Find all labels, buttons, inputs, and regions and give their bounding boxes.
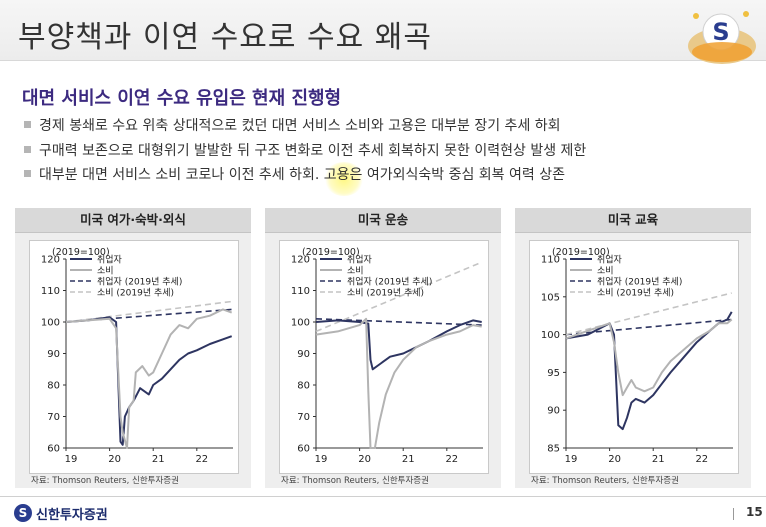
- legend-label: 취업자: [97, 255, 123, 266]
- chart-title: 미국 여가·숙박·외식: [15, 208, 251, 233]
- y-tick-label: 100: [41, 318, 60, 329]
- y-tick-label: 70: [297, 412, 310, 423]
- series-line: [65, 308, 233, 449]
- y-tick-label: 120: [291, 255, 310, 266]
- series-line: [65, 308, 232, 323]
- x-tick-label: 21: [402, 454, 415, 465]
- legend-label: 취업자 (2019년 추세): [597, 277, 682, 288]
- bullet-square-icon: [24, 170, 31, 177]
- unit-label: (2019=100): [52, 247, 110, 258]
- bullet-item: 경제 봉쇄로 수요 위축 상대적으로 컸던 대면 서비스 소비와 고용은 대부분…: [24, 114, 586, 139]
- chart-panel-leisure: 미국 여가·숙박·외식 60 70 80 90 100 110 120 19 20 21 22 (20…: [15, 208, 251, 488]
- footer-divider: [0, 496, 766, 497]
- legend-label: 소비 (2019년 추세): [597, 288, 674, 299]
- x-tick-label: 22: [445, 454, 458, 465]
- y-tick-label: 100: [291, 318, 310, 329]
- chart-panel-education: 미국 교육 85 90 95 100 105 110 19 20 21 22 (2019=100) 취…: [515, 208, 751, 488]
- unit-label: (2019=100): [552, 247, 610, 258]
- legend-label: 소비 (2019년 추세): [97, 288, 174, 299]
- x-tick-label: 19: [315, 454, 328, 465]
- chart-source: 자료: Thomson Reuters, 신한투자증권: [31, 476, 179, 486]
- legend-label: 취업자: [597, 255, 623, 266]
- y-tick-label: 60: [47, 444, 60, 455]
- page-number-divider: [733, 508, 734, 520]
- section-subtitle: 대면 서비스 이연 수요 유입은 현재 진행형: [22, 88, 342, 109]
- x-tick-label: 20: [608, 454, 621, 465]
- legend-label: 소비: [347, 266, 364, 277]
- series-line: [565, 318, 733, 397]
- legend-label: 소비: [97, 266, 114, 277]
- legend-label: 취업자 (2019년 추세): [97, 277, 182, 288]
- y-tick-label: 85: [547, 444, 560, 455]
- y-tick-label: 90: [297, 349, 310, 360]
- legend-label: 소비 (2019년 추세): [347, 288, 424, 299]
- x-tick-label: 21: [152, 454, 165, 465]
- y-tick-label: 90: [547, 406, 560, 417]
- y-tick-label: 110: [291, 286, 310, 297]
- page-number: 15: [746, 505, 763, 519]
- legend-label: 취업자: [347, 255, 373, 266]
- y-tick-label: 110: [41, 286, 60, 297]
- bullet-square-icon: [24, 145, 31, 153]
- page-title: 부양책과 이연 수요로 수요 왜곡: [18, 20, 432, 55]
- x-tick-label: 19: [65, 454, 78, 465]
- y-tick-label: 80: [297, 381, 310, 392]
- bullet-text: 경제 봉쇄로 수요 위축 상대적으로 컸던 대면 서비스 소비와 고용은 대부분…: [39, 118, 561, 134]
- y-tick-label: 70: [47, 412, 60, 423]
- bullet-list: 경제 봉쇄로 수요 위축 상대적으로 컸던 대면 서비스 소비와 고용은 대부분…: [24, 114, 586, 188]
- x-tick-label: 22: [695, 454, 708, 465]
- x-tick-label: 21: [652, 454, 665, 465]
- y-tick-label: 95: [547, 368, 560, 379]
- y-tick-label: 105: [541, 292, 560, 303]
- chart-title: 미국 교육: [515, 208, 751, 233]
- y-tick-label: 60: [297, 444, 310, 455]
- legend-label: 소비: [597, 266, 614, 277]
- bullet-square-icon: [24, 121, 31, 128]
- mascot-icon: S: [688, 11, 756, 64]
- bullet-text: 구매력 보존으로 대형위기 발발한 뒤 구조 변화로 이전 추세 회복하지 못한…: [39, 142, 587, 159]
- chart-area: 60 70 80 90 100 110 120 19 20 21 22 (2019=100) 취업자 소비…: [29, 240, 239, 474]
- x-tick-label: 19: [565, 454, 578, 465]
- y-tick-label: 80: [47, 381, 60, 392]
- series-line: [565, 318, 732, 336]
- logo-mark-icon: S: [14, 504, 32, 522]
- chart-title: 미국 운송: [265, 208, 501, 233]
- series-line: [315, 318, 482, 326]
- chart-area: 85 90 95 100 105 110 19 20 21 22 (2019=100) 취업자 소비 취업…: [529, 240, 739, 474]
- line-chart-education: 85 90 95 100 105 110 19 20 21 22 (2019=100)취업자소비취업…: [541, 247, 733, 465]
- y-tick-label: 120: [41, 255, 60, 266]
- title-bar: 부양책과 이연 수요로 수요 왜곡 S: [0, 0, 766, 64]
- svg-text:S: S: [712, 18, 729, 46]
- logo-text: 신한투자증권: [36, 508, 108, 523]
- y-tick-label: 90: [47, 349, 60, 360]
- bullet-item: 대부분 대면 서비스 소비 코로나 이전 추세 하회. 고용은 여가외식숙박 중…: [24, 163, 586, 188]
- y-tick-label: 110: [541, 255, 560, 266]
- bullet-text: 대부분 대면 서비스 소비 코로나 이전 추세 하회. 고용은 여가외식숙박 중…: [39, 167, 565, 183]
- series-line: [565, 292, 732, 336]
- x-tick-label: 22: [195, 454, 208, 465]
- chart-source: 자료: Thomson Reuters, 신한투자증권: [281, 476, 429, 486]
- series-line: [315, 319, 482, 371]
- cursor-highlight: [324, 162, 364, 196]
- chart-panel-transport: 미국 운송 60 70 80 90 100 110 120 19 20 21 22 (2019=100…: [265, 208, 501, 488]
- x-tick-label: 20: [108, 454, 121, 465]
- legend-label: 취업자 (2019년 추세): [347, 277, 432, 288]
- bullet-item: 구매력 보존으로 대형위기 발발한 뒤 구조 변화로 이전 추세 회복하지 못한…: [24, 139, 586, 164]
- y-tick-label: 100: [541, 330, 560, 341]
- series-line: [65, 300, 232, 323]
- unit-label: (2019=100): [302, 247, 360, 258]
- chart-area: 60 70 80 90 100 110 120 19 20 21 22 (2019=100) 취업자 소비…: [279, 240, 489, 474]
- chart-source: 자료: Thomson Reuters, 신한투자증권: [531, 476, 679, 486]
- series-line: [65, 316, 233, 446]
- series-line: [315, 317, 482, 449]
- x-tick-label: 20: [358, 454, 371, 465]
